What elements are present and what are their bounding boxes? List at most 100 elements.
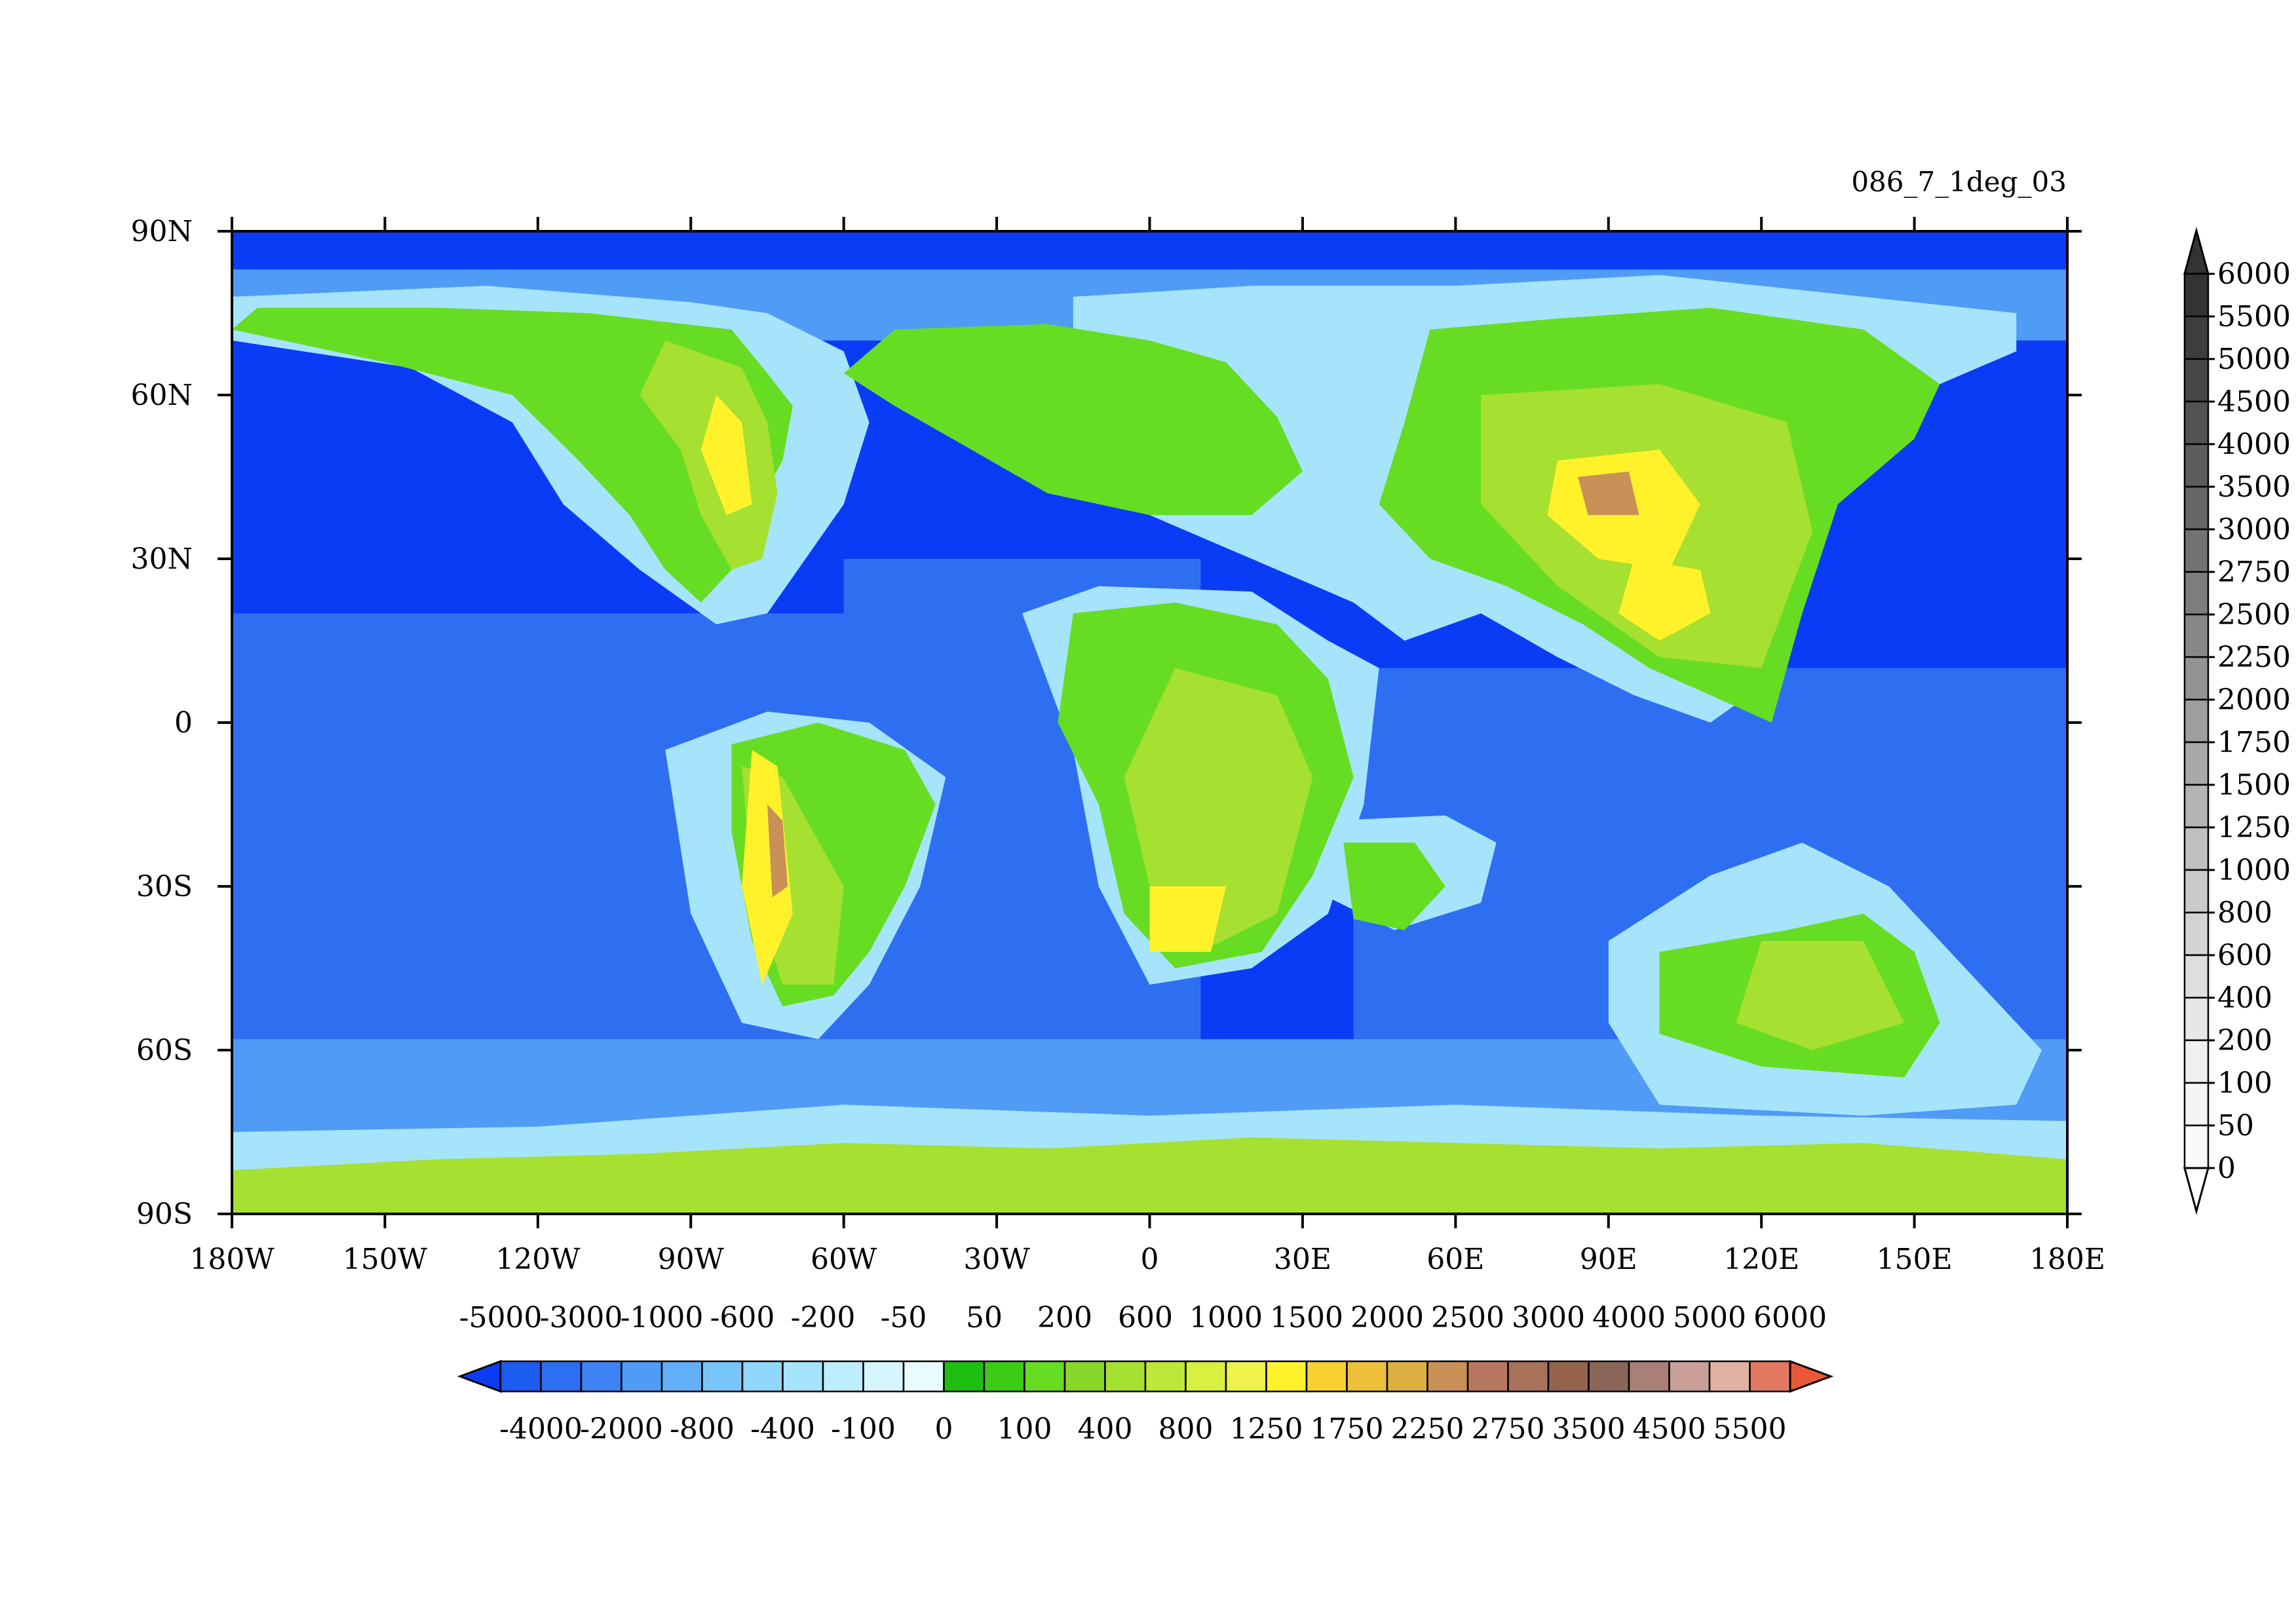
- lon-tick-label: 120E: [1723, 1243, 1799, 1276]
- hcolorbar-box: [1144, 1360, 1187, 1393]
- lon-tick-label: 90E: [1580, 1243, 1637, 1276]
- hcolorbar-label-bottom: 2250: [1391, 1412, 1464, 1446]
- lat-tick-label: 90S: [136, 1198, 193, 1231]
- hcolorbar-box: [822, 1360, 864, 1393]
- hcolorbar-label-bottom: 3500: [1552, 1412, 1626, 1446]
- vcolorbar-box: [2183, 571, 2210, 616]
- lon-tick-label: 120W: [495, 1243, 581, 1276]
- hcolorbar-label-bottom: 2750: [1472, 1412, 1545, 1446]
- lon-tick-label: 0: [1141, 1243, 1159, 1276]
- vcolorbar-label: 1750: [2217, 726, 2291, 759]
- hcolorbar-box: [782, 1360, 824, 1393]
- vcolorbar-box: [2183, 1124, 2210, 1169]
- hcolorbar-box: [862, 1360, 905, 1393]
- hcolorbar-label-top: -50: [881, 1301, 927, 1334]
- lon-tick-label: 150W: [343, 1243, 428, 1276]
- vcolorbar-label: 6000: [2217, 257, 2291, 291]
- hcolorbar-label-top: -600: [710, 1301, 775, 1334]
- hcolorbar-box: [1024, 1360, 1066, 1393]
- lat-tick-label: 90N: [131, 215, 193, 248]
- vcolorbar-box: [2183, 613, 2210, 658]
- india-land: [1343, 842, 1445, 930]
- vcolorbar-label: 1000: [2217, 854, 2291, 887]
- vcolorbar-box: [2183, 656, 2210, 701]
- hcolorbar-label-top: 600: [1118, 1301, 1173, 1334]
- hcolorbar-box: [902, 1360, 945, 1393]
- vcolorbar-box: [2183, 784, 2210, 829]
- vcolorbar-box: [2183, 954, 2210, 999]
- hcolorbar-label-bottom: 800: [1158, 1412, 1214, 1446]
- hcolorbar-label-top: -1000: [621, 1301, 704, 1334]
- vcolorbar-label: 4500: [2217, 385, 2291, 419]
- hcolorbar-label-top: -200: [791, 1301, 856, 1334]
- antarctica-land: [232, 1137, 2067, 1214]
- vcolorbar-label: 2000: [2217, 683, 2291, 717]
- andes-highland: [742, 749, 793, 985]
- vcolorbar-label: 2250: [2217, 641, 2291, 674]
- lon-tick-label: 30W: [963, 1243, 1030, 1276]
- hcolorbar-label-bottom: -2000: [580, 1412, 663, 1446]
- hcolorbar-box: [1466, 1360, 1509, 1393]
- vcolorbar-box: [2183, 869, 2210, 914]
- australia-upland: [1736, 941, 1904, 1050]
- hcolorbar-label-bottom: 4500: [1633, 1412, 1706, 1446]
- hcolorbar-box: [1305, 1360, 1348, 1393]
- rockies-highland: [700, 395, 752, 516]
- vcolorbar-label: 1500: [2217, 768, 2291, 802]
- hcolorbar-label-top: 4000: [1592, 1301, 1666, 1334]
- lat-tick-label: 60N: [131, 379, 193, 412]
- elevation-field: [232, 231, 2067, 1214]
- vcolorbar-bottom-triangle: [2183, 1167, 2210, 1215]
- asia-southeast-highland: [1618, 559, 1711, 641]
- hcolorbar-box: [1346, 1360, 1388, 1393]
- hcolorbar-label-bottom: -100: [831, 1412, 896, 1446]
- lat-tick-label: 30N: [131, 542, 193, 576]
- vcolorbar-box: [2183, 698, 2210, 744]
- hcolorbar-label-top: 3000: [1512, 1301, 1585, 1334]
- hcolorbar-box: [1628, 1360, 1670, 1393]
- vcolorbar-box: [2183, 400, 2210, 445]
- hcolorbar-label-top: 50: [966, 1301, 1003, 1334]
- vcolorbar-box: [2183, 741, 2210, 786]
- lon-tick-label: 150E: [1877, 1243, 1953, 1276]
- vcolorbar-label: 4000: [2217, 428, 2291, 461]
- vcolorbar-box: [2183, 315, 2210, 360]
- vcolorbar-label: 2750: [2217, 556, 2291, 589]
- vcolorbar-box: [2183, 443, 2210, 488]
- hcolorbar-box: [660, 1360, 703, 1393]
- hcolorbar-label-top: 2500: [1431, 1301, 1504, 1334]
- hcolorbar-box: [1547, 1360, 1590, 1393]
- vcolorbar-label: 3000: [2217, 513, 2291, 546]
- vcolorbar-label: 5500: [2217, 300, 2291, 333]
- vcolorbar-box: [2183, 911, 2210, 956]
- hcolorbar-box: [499, 1360, 542, 1393]
- vcolorbar-box: [2183, 358, 2210, 403]
- hcolorbar-box: [1185, 1360, 1227, 1393]
- hcolorbar-right-triangle: [1789, 1359, 1834, 1393]
- greenland-europe-land: [843, 324, 1303, 516]
- vcolorbar-label: 800: [2217, 896, 2272, 930]
- tibet-peak: [1578, 471, 1639, 516]
- hcolorbar-label-bottom: -400: [750, 1412, 815, 1446]
- hcolorbar-box: [1386, 1360, 1428, 1393]
- hcolorbar-label-bottom: 1750: [1311, 1412, 1384, 1446]
- hcolorbar-label-top: 5000: [1673, 1301, 1746, 1334]
- title-right: 086_7_1deg_03: [1851, 166, 2067, 198]
- lon-tick-label: 180E: [2029, 1243, 2105, 1276]
- hcolorbar-label-bottom: 400: [1078, 1412, 1133, 1446]
- vcolorbar-box: [2183, 528, 2210, 573]
- africa-upland: [1124, 668, 1313, 952]
- hcolorbar-box: [1063, 1360, 1106, 1393]
- vcolorbar-label: 3500: [2217, 470, 2291, 504]
- vcolorbar-box: [2183, 826, 2210, 871]
- vcolorbar-label: 5000: [2217, 343, 2291, 376]
- vcolorbar-box: [2183, 996, 2210, 1042]
- vcolorbar-label: 2500: [2217, 598, 2291, 632]
- hcolorbar-box: [701, 1360, 744, 1393]
- africa-highland-south: [1149, 886, 1227, 952]
- map-panel: 180W 150W 120W 90W 60W 30W 0 30E 60E 90E 120E 150E 1…: [131, 215, 2106, 1276]
- hcolorbar-label-top: 1500: [1270, 1301, 1343, 1334]
- latitude-axis: 90N 60N 30N 0 30S 60S 90S: [131, 215, 2082, 1231]
- lon-tick-label: 180W: [189, 1243, 275, 1276]
